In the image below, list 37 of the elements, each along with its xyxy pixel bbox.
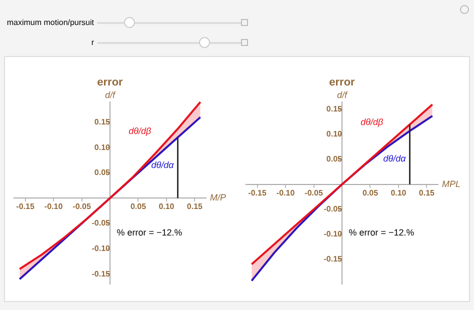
y-tick-label: -0.15 <box>324 254 343 264</box>
x-tick-label: -0.10 <box>44 202 64 212</box>
y-axis-title: d/f <box>336 90 348 100</box>
x-tick-label: 0.05 <box>362 188 379 198</box>
chart-title: error <box>97 76 124 89</box>
x-tick-label: 0.15 <box>186 202 204 212</box>
y-tick-label: -0.10 <box>324 229 343 238</box>
text: maximum motion/pursuit <box>6 17 94 29</box>
series-label: dθ/dα <box>151 160 175 170</box>
x-axis-title: MPL <box>442 178 461 189</box>
x-tick-label: -0.10 <box>276 188 296 198</box>
y-tick-label: 0.15 <box>326 104 343 114</box>
y-tick-label: -0.10 <box>92 244 111 253</box>
y-axis-title: d/f <box>104 90 116 100</box>
x-tick-label: -0.15 <box>248 188 267 198</box>
x-tick-label: -0.05 <box>304 188 324 198</box>
x-tick-label: -0.15 <box>16 202 35 212</box>
x-tick-label: 0.10 <box>390 188 407 198</box>
chart-title: error <box>329 76 356 89</box>
y-tick-label: -0.05 <box>92 218 111 228</box>
series-label: dθ/dα <box>383 153 407 164</box>
y-tick-label: 0.15 <box>94 117 111 126</box>
y-tick-label: 0.10 <box>326 130 343 139</box>
series-label: dθ/dβ <box>360 116 384 127</box>
y-tick-label: 0.05 <box>326 154 343 164</box>
series-label: dθ/dβ <box>128 126 152 136</box>
annotation: % error = −12.% <box>348 228 414 238</box>
x-tick-label: -0.05 <box>72 202 92 212</box>
x-tick-label: 0.10 <box>158 202 175 212</box>
text: r <box>91 37 94 49</box>
y-tick-label: -0.15 <box>92 269 111 278</box>
x-tick-label: 0.05 <box>130 202 147 212</box>
y-tick-label: 0.05 <box>94 168 111 178</box>
annotation: % error = −12.% <box>116 228 182 238</box>
y-tick-label: 0.10 <box>94 142 111 152</box>
x-axis-title: M/P <box>210 192 226 203</box>
x-tick-label: 0.15 <box>418 188 436 198</box>
